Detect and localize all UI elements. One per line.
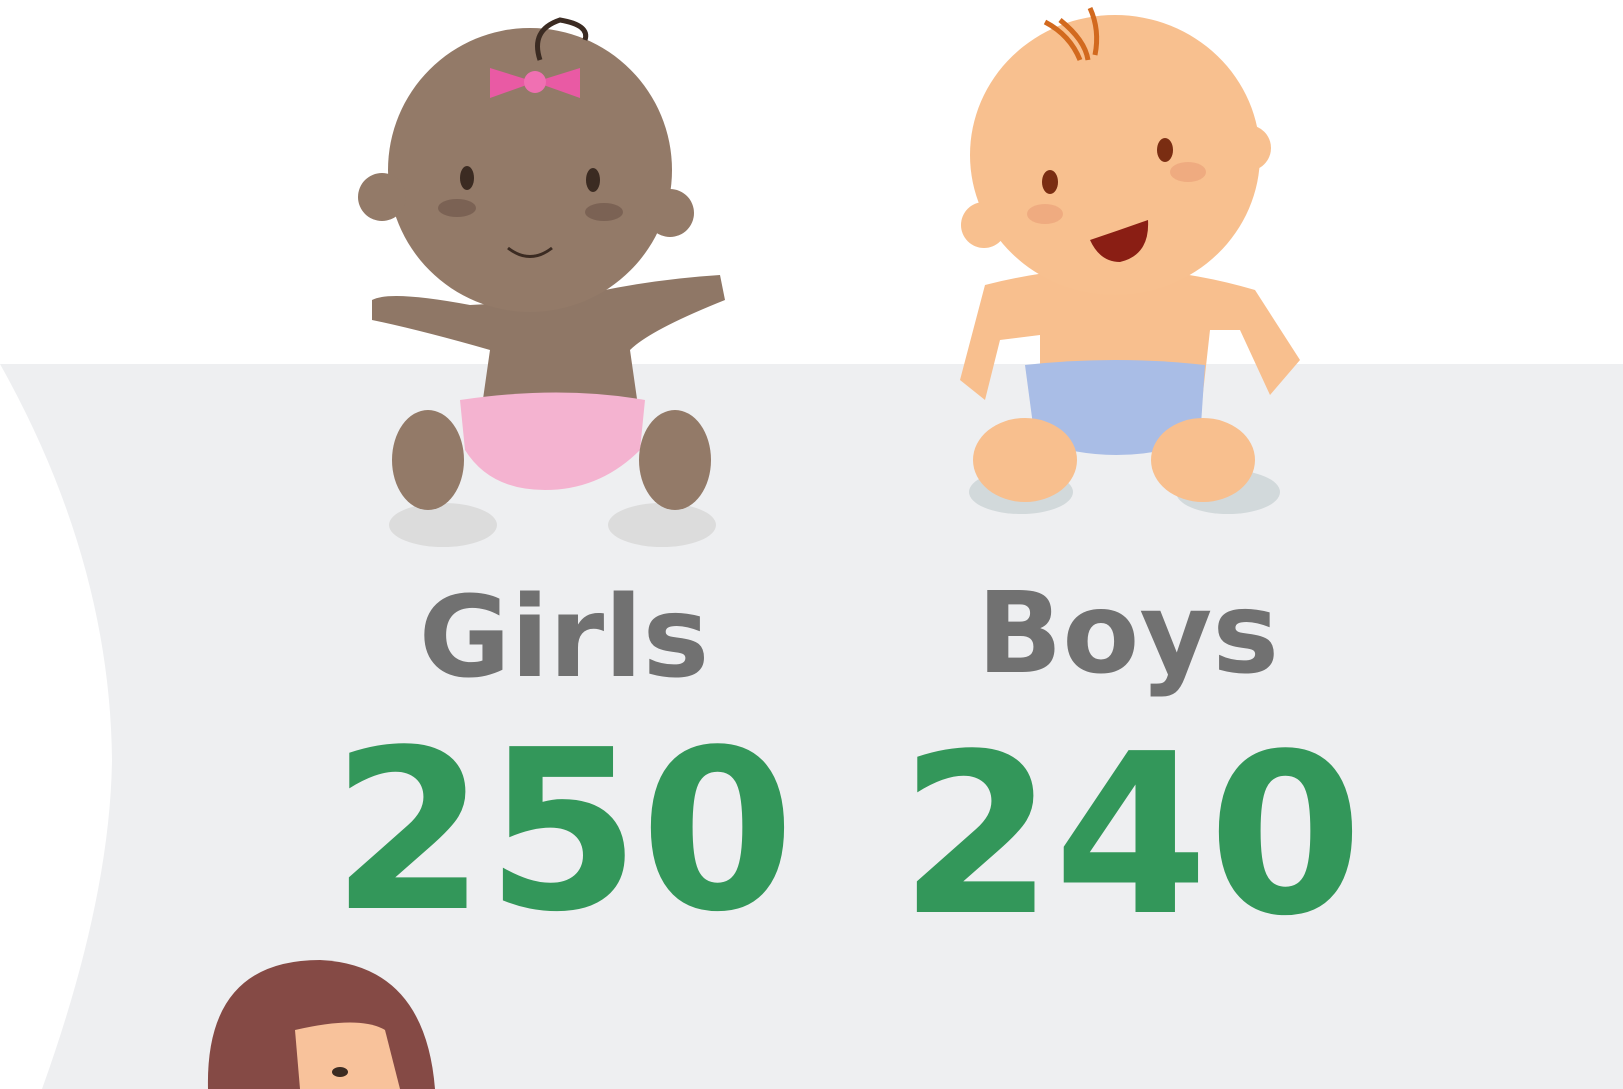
item-label: Boys [977,569,1279,699]
girl-illustration [358,20,725,547]
item-count: 240 [899,707,1362,965]
page: {"items": [{"label": "Girls", "value": 2… [0,0,1623,1089]
panel [0,364,1623,1089]
infographic: Girls Boys 250 240 [0,0,1623,1089]
item-count: 250 [331,703,794,961]
item-label: Girls [419,573,710,703]
